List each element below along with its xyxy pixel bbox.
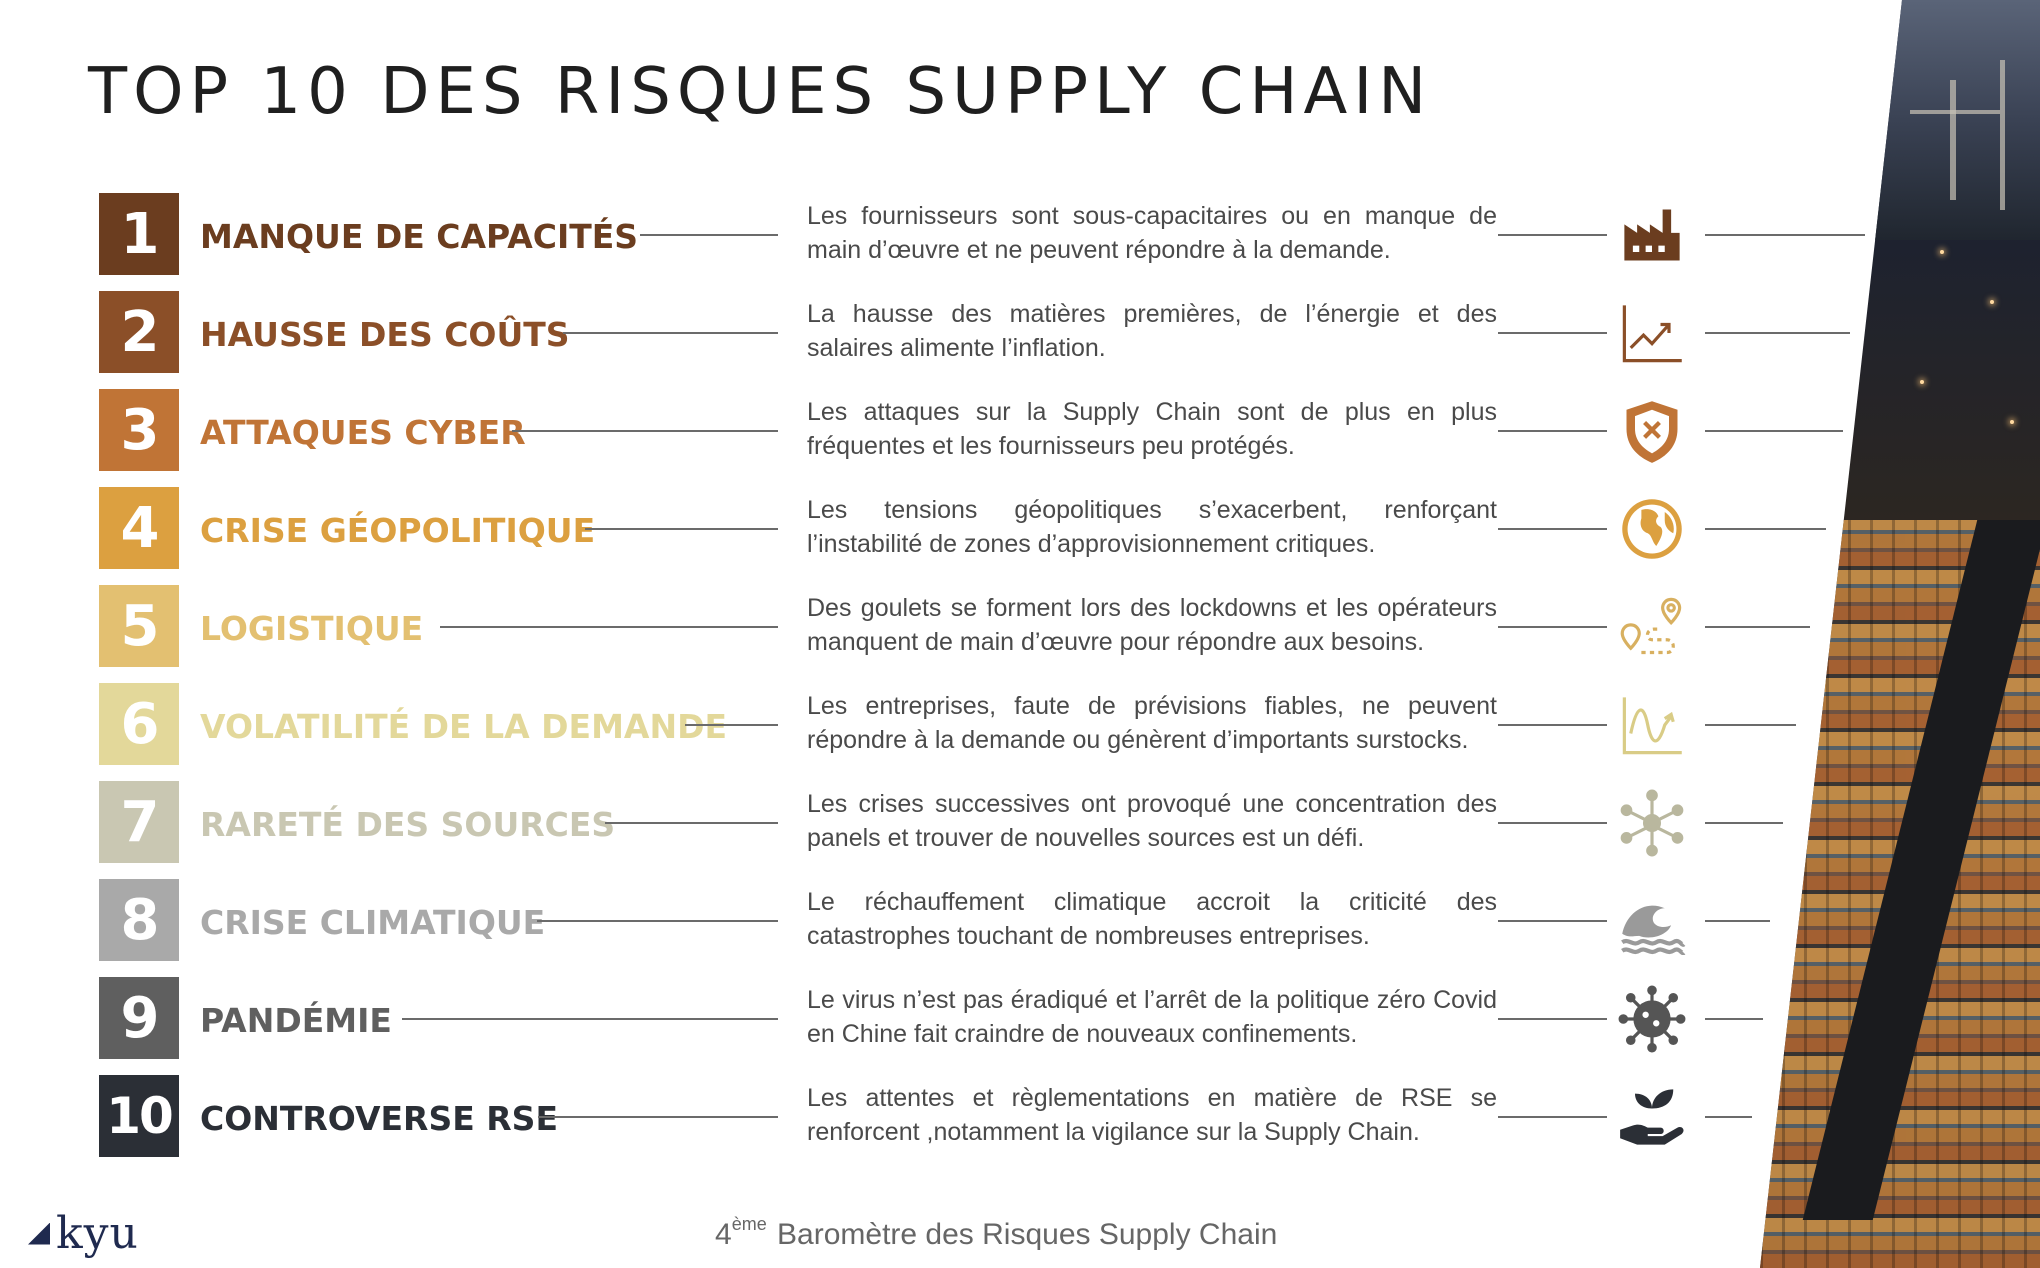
connector-line bbox=[537, 920, 778, 922]
connector-line bbox=[512, 430, 778, 432]
trend-up-icon bbox=[1616, 299, 1688, 367]
risk-title: CONTROVERSE RSE bbox=[200, 1099, 558, 1138]
risk-title: MANQUE DE CAPACITÉS bbox=[200, 217, 639, 256]
risk-number: 6 bbox=[99, 683, 179, 765]
footer-ordinal-suffix: ème bbox=[731, 1214, 767, 1234]
risk-title: ATTAQUES CYBER bbox=[200, 413, 526, 452]
risk-description: Les fournisseurs sont sous-capacitaires … bbox=[807, 202, 1497, 264]
risk-row: 9 PANDÉMIE Le virus n’est pas éradiqué et … bbox=[0, 977, 1900, 1059]
connector-line bbox=[605, 822, 778, 824]
photo-crane-arm bbox=[1910, 110, 2000, 114]
risk-row: 6 VOLATILITÉ DE LA DEMANDE Les entreprises… bbox=[0, 683, 1900, 765]
connector-line bbox=[1705, 430, 1843, 432]
connector-line bbox=[1705, 724, 1796, 726]
connector-line bbox=[1498, 920, 1607, 922]
route-pins-icon bbox=[1616, 593, 1688, 661]
risk-number: 4 bbox=[99, 487, 179, 569]
photo-light bbox=[1940, 250, 1944, 254]
risk-title: CRISE CLIMATIQUE bbox=[200, 903, 546, 942]
photo-light bbox=[1990, 300, 1994, 304]
risk-row: 1 MANQUE DE CAPACITÉS Les fournisseurs son… bbox=[0, 193, 1900, 275]
connector-line bbox=[1705, 822, 1783, 824]
risk-number: 5 bbox=[99, 585, 179, 667]
connector-line bbox=[1705, 332, 1850, 334]
photo-light bbox=[1920, 380, 1924, 384]
globe-icon bbox=[1616, 495, 1688, 563]
wave-chart-icon bbox=[1616, 691, 1688, 759]
risk-description: Le virus n’est pas éradiqué et l’arrêt d… bbox=[807, 986, 1497, 1048]
connector-line bbox=[1705, 1116, 1752, 1118]
risk-title: PANDÉMIE bbox=[200, 1001, 392, 1040]
connector-line bbox=[1705, 234, 1865, 236]
connector-line bbox=[440, 626, 778, 628]
risk-number: 9 bbox=[99, 977, 179, 1059]
risk-title: VOLATILITÉ DE LA DEMANDE bbox=[200, 707, 728, 746]
connector-line bbox=[538, 1116, 778, 1118]
factory-icon bbox=[1616, 201, 1688, 269]
risk-description: Les crises successives ont provoqué une … bbox=[807, 790, 1497, 852]
connector-line bbox=[1705, 920, 1770, 922]
risk-row: 7 RARETÉ DES SOURCES Les crises successive… bbox=[0, 781, 1900, 863]
risk-row: 3 ATTAQUES CYBER Les attaques sur la Suppl… bbox=[0, 389, 1900, 471]
risk-number: 7 bbox=[99, 781, 179, 863]
risk-title: HAUSSE DES COÛTS bbox=[200, 315, 570, 354]
connector-line bbox=[585, 528, 778, 530]
connector-line bbox=[563, 332, 778, 334]
connector-line bbox=[1705, 528, 1826, 530]
risk-number: 10 bbox=[99, 1075, 179, 1157]
hand-plant-icon bbox=[1616, 1083, 1688, 1151]
risk-number: 2 bbox=[99, 291, 179, 373]
page-title: TOP 10 DES RISQUES SUPPLY CHAIN bbox=[88, 55, 1433, 129]
risk-description: La hausse des matières premières, de l’é… bbox=[807, 300, 1497, 362]
connector-line bbox=[1498, 528, 1607, 530]
risk-row: 4 CRISE GÉOPOLITIQUE Les tensions géopolit… bbox=[0, 487, 1900, 569]
risk-description: Les entreprises, faute de prévisions fia… bbox=[807, 692, 1497, 754]
connector-line bbox=[1498, 332, 1607, 334]
risk-row: 8 CRISE CLIMATIQUE Le réchauffement climat… bbox=[0, 879, 1900, 961]
connector-line bbox=[1498, 822, 1607, 824]
risk-number: 1 bbox=[99, 193, 179, 275]
footer-ordinal: 4 bbox=[715, 1218, 732, 1251]
virus-icon bbox=[1616, 985, 1688, 1053]
risk-description: Les attaques sur la Supply Chain sont de… bbox=[807, 398, 1497, 460]
connector-line bbox=[1705, 626, 1810, 628]
risk-description: Le réchauffement climatique accroit la c… bbox=[807, 888, 1497, 950]
connector-line bbox=[1498, 430, 1607, 432]
photo-crane bbox=[2000, 60, 2005, 210]
risk-row: 2 HAUSSE DES COÛTS La hausse des matières … bbox=[0, 291, 1900, 373]
risk-description: Les tensions géopolitiques s’exacerbent,… bbox=[807, 496, 1497, 558]
kyu-logo: kyu bbox=[28, 1208, 139, 1259]
risk-row: 10 CONTROVERSE RSE Les attentes et règleme… bbox=[0, 1075, 1900, 1157]
risk-row: 5 LOGISTIQUE Des goulets se forment lors d… bbox=[0, 585, 1900, 667]
footer-caption: 4ème Baromètre des Risques Supply Chain bbox=[715, 1214, 1277, 1252]
risk-title: CRISE GÉOPOLITIQUE bbox=[200, 511, 596, 550]
risk-title: LOGISTIQUE bbox=[200, 609, 424, 648]
connector-line bbox=[1498, 234, 1607, 236]
connector-line bbox=[1498, 626, 1607, 628]
risk-description: Des goulets se forment lors des lockdown… bbox=[807, 594, 1497, 656]
connector-line bbox=[1498, 724, 1607, 726]
risk-title: RARETÉ DES SOURCES bbox=[200, 805, 616, 844]
connector-line bbox=[402, 1018, 778, 1020]
connector-line bbox=[1498, 1116, 1607, 1118]
photo-crane bbox=[1950, 80, 1956, 200]
risk-number: 8 bbox=[99, 879, 179, 961]
footer-text: Baromètre des Risques Supply Chain bbox=[777, 1218, 1278, 1251]
logo-mark-icon bbox=[28, 1222, 50, 1245]
connector-line bbox=[1705, 1018, 1763, 1020]
risk-number: 3 bbox=[99, 389, 179, 471]
network-hub-icon bbox=[1616, 789, 1688, 857]
logo-text: kyu bbox=[56, 1208, 139, 1259]
connector-line bbox=[640, 234, 778, 236]
risk-description: Les attentes et règlementations en matiè… bbox=[807, 1084, 1497, 1146]
shield-x-icon bbox=[1616, 397, 1688, 465]
ocean-wave-icon bbox=[1616, 887, 1688, 956]
photo-light bbox=[2010, 420, 2014, 424]
connector-line bbox=[1498, 1018, 1607, 1020]
connector-line bbox=[685, 724, 778, 726]
